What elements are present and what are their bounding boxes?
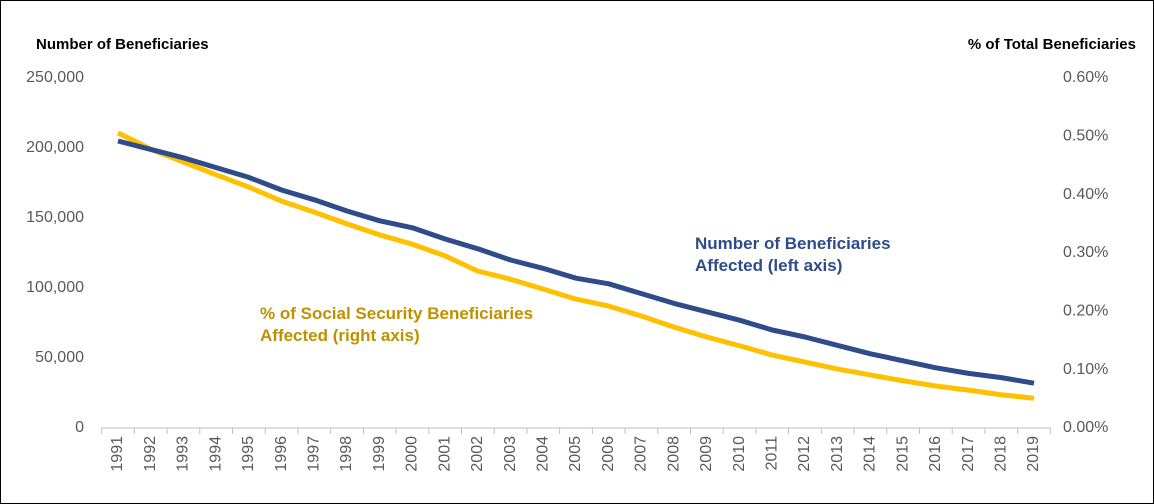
x-tick-label: 2004 <box>535 436 552 472</box>
x-tick-label: 2008 <box>665 436 682 472</box>
y2-tick-label: 0.50% <box>1063 128 1108 145</box>
y-tick-label: 150,000 <box>26 209 84 226</box>
x-tick-label: 2015 <box>894 436 911 472</box>
y2-tick-label: 0.40% <box>1063 186 1108 203</box>
x-tick-label: 1994 <box>207 436 224 472</box>
y2-axis-title: % of Total Beneficiaries <box>968 36 1136 53</box>
series-label: Number of Beneficiaries Affected (left a… <box>695 234 891 275</box>
x-tick-label: 1991 <box>109 436 126 472</box>
x-tick-label: 2012 <box>796 436 813 472</box>
x-tick-label: 2010 <box>731 436 748 472</box>
series-line <box>117 138 1035 386</box>
y-axis-title: Number of Beneficiaries <box>36 36 209 53</box>
y-tick-label: 0 <box>75 419 84 436</box>
y2-tick-label: 0.30% <box>1063 244 1108 261</box>
y-tick-label: 200,000 <box>26 139 84 156</box>
y2-tick-label: 0.20% <box>1063 303 1108 320</box>
y2-tick-label: 0.00% <box>1063 419 1108 436</box>
y-tick-label: 250,000 <box>26 69 84 86</box>
x-tick-label: 2007 <box>633 436 650 472</box>
x-tick-label: 1997 <box>306 436 323 472</box>
x-tick-label: 2017 <box>960 436 977 472</box>
x-tick-label: 2011 <box>764 436 781 471</box>
x-tick-label: 2003 <box>502 436 519 472</box>
x-tick-label: 2006 <box>600 436 617 472</box>
x-tick-label: 1996 <box>273 436 290 472</box>
x-tick-label: 2013 <box>829 436 846 472</box>
x-tick-label: 1993 <box>175 436 192 472</box>
x-tick-label: 2002 <box>469 436 486 472</box>
x-tick-label: 2016 <box>927 436 944 472</box>
x-tick-label: 2001 <box>436 436 453 472</box>
x-tick-label: 1999 <box>371 436 388 472</box>
x-tick-label: 2009 <box>698 436 715 472</box>
x-tick-label: 2019 <box>1025 436 1042 472</box>
x-tick-label: 2018 <box>993 436 1010 472</box>
y-tick-label: 100,000 <box>26 279 84 296</box>
y2-tick-label: 0.60% <box>1063 69 1108 86</box>
x-tick-label: 1995 <box>240 436 257 472</box>
x-tick-label: 1992 <box>142 436 159 472</box>
x-tick-label: 1998 <box>338 436 355 472</box>
x-tick-label: 2014 <box>862 436 879 472</box>
series-label: % of Social Security Beneficiaries Affec… <box>260 304 534 345</box>
y2-tick-label: 0.10% <box>1063 361 1108 378</box>
series-line <box>116 130 1035 401</box>
y-tick-label: 50,000 <box>35 349 84 366</box>
x-tick-label: 2000 <box>404 436 421 472</box>
x-tick-label: 2005 <box>567 436 584 472</box>
